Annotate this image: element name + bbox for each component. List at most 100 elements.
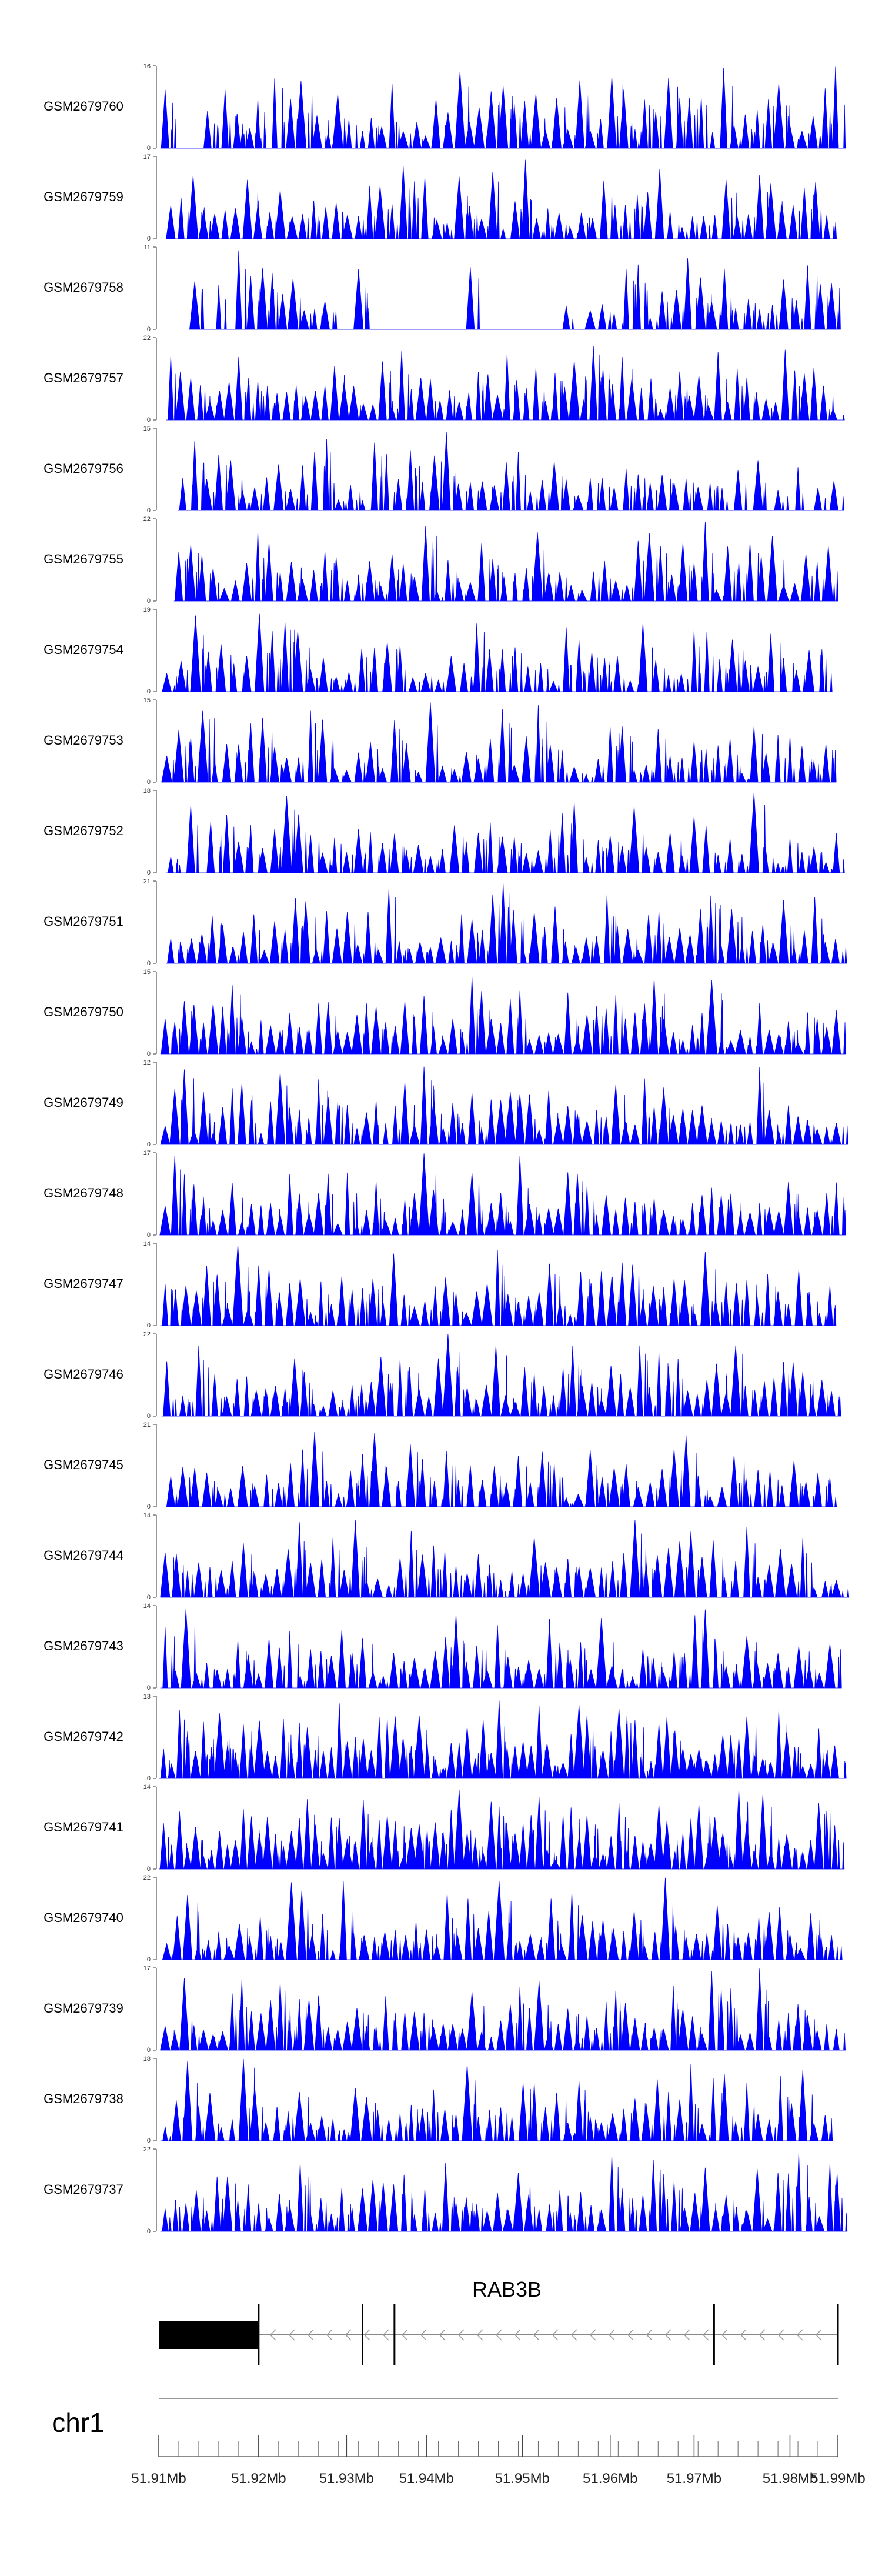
track-label: GSM2679752	[44, 823, 123, 838]
coverage-area	[160, 1609, 842, 1689]
strand-arrow	[457, 2329, 465, 2341]
y-tick-label-max: 22	[143, 1874, 151, 1881]
track-label: GSM2679746	[44, 1367, 123, 1382]
strand-arrow	[796, 2329, 803, 2341]
strand-arrow	[721, 2329, 728, 2341]
track-label: GSM2679744	[44, 1548, 123, 1563]
track-label: GSM2679738	[44, 2091, 123, 2106]
y-tick-label-min: 0	[147, 1322, 151, 1329]
y-tick-label-max: 17	[143, 154, 151, 161]
track-GSM2679757: GSM2679757 22 0	[44, 335, 845, 423]
strand-arrow	[759, 2329, 766, 2341]
coverage-area	[160, 2058, 833, 2141]
track-GSM2679741: GSM2679741 14 0	[44, 1784, 845, 1873]
coverage-area	[166, 883, 847, 964]
strand-arrow	[439, 2329, 446, 2341]
y-tick-label-max: 22	[143, 516, 151, 523]
coverage-area	[159, 1153, 847, 1236]
track-label: GSM2679756	[44, 461, 123, 476]
gene-coding-block	[159, 2321, 259, 2349]
y-tick-label-min: 0	[147, 1775, 151, 1782]
y-tick-label-max: 13	[143, 1693, 151, 1700]
track-GSM2679738: GSM2679738 18 0	[44, 2056, 833, 2144]
coverage-area	[159, 1789, 845, 1870]
strand-arrow	[570, 2329, 577, 2341]
y-tick-label-max: 15	[143, 969, 151, 976]
axis-tick-label: 51.96Mb	[583, 2471, 637, 2487]
track-label: GSM2679741	[44, 1820, 123, 1834]
strand-arrow	[552, 2329, 559, 2341]
coverage-area	[173, 522, 838, 602]
track-label: GSM2679743	[44, 1639, 123, 1653]
coverage-area	[160, 1520, 850, 1598]
track-label: GSM2679759	[44, 189, 123, 204]
strand-arrow	[740, 2329, 747, 2341]
track-GSM2679746: GSM2679746 22 0	[44, 1331, 841, 1420]
y-tick-label-min: 0	[147, 1866, 151, 1873]
strand-arrow	[495, 2329, 502, 2341]
axis-tick-label: 51.93Mb	[319, 2471, 374, 2487]
track-label: GSM2679753	[44, 733, 123, 748]
strand-arrow	[401, 2329, 408, 2341]
track-GSM2679743: GSM2679743 14 0	[44, 1603, 842, 1691]
strand-arrow	[627, 2329, 634, 2341]
y-tick-label-max: 15	[143, 697, 151, 704]
coverage-area	[162, 613, 833, 692]
y-tick-label-min: 0	[147, 2047, 151, 2054]
strand-arrow	[815, 2329, 822, 2341]
y-tick-label-min: 0	[147, 326, 151, 333]
track-GSM2679758: GSM2679758 11 0	[44, 244, 841, 333]
y-tick-label-min: 0	[147, 1141, 151, 1148]
y-tick-label-min: 0	[147, 1684, 151, 1691]
track-GSM2679750: GSM2679750 15 0	[44, 969, 846, 1057]
track-GSM2679755: GSM2679755 22 0	[44, 516, 838, 605]
axis-tick-label: 51.98Mb	[763, 2471, 817, 2487]
coverage-area	[160, 1066, 848, 1145]
axis-tick-label: 51.99Mb	[810, 2471, 865, 2487]
track-label: GSM2679747	[44, 1276, 123, 1291]
y-tick-label-max: 16	[143, 63, 151, 70]
y-tick-label-min: 0	[147, 1503, 151, 1510]
track-GSM2679753: GSM2679753 15 0	[44, 697, 837, 786]
coverage-area	[160, 66, 846, 149]
coverage-area	[160, 977, 846, 1055]
y-tick-label-max: 11	[144, 244, 151, 251]
track-GSM2679739: GSM2679739 17 0	[44, 1965, 846, 2054]
y-tick-label-min: 0	[147, 507, 151, 514]
track-label: GSM2679749	[44, 1095, 123, 1110]
strand-arrow	[326, 2329, 333, 2341]
strand-arrow	[420, 2329, 427, 2341]
y-tick-label-min: 0	[147, 145, 151, 152]
y-tick-label-min: 0	[147, 235, 151, 242]
y-tick-label-min: 0	[147, 1413, 151, 1420]
track-GSM2679749: GSM2679749 12 0	[44, 1059, 848, 1148]
track-GSM2679751: GSM2679751 21 0	[44, 878, 847, 967]
y-tick-label-min: 0	[147, 869, 151, 876]
coverage-tracks: GSM2679760160GSM2679759170GSM2679758110G…	[44, 63, 850, 2235]
y-tick-label-max: 15	[143, 425, 151, 432]
y-tick-label-max: 17	[143, 1150, 151, 1157]
strand-arrow	[476, 2329, 483, 2341]
strand-arrow	[288, 2329, 295, 2341]
y-tick-label-max: 12	[143, 1059, 151, 1066]
strand-arrow	[683, 2329, 690, 2341]
y-tick-label-max: 22	[143, 335, 151, 342]
y-tick-label-min: 0	[147, 688, 151, 695]
y-tick-label-min: 0	[147, 1594, 151, 1601]
y-tick-label-min: 0	[147, 2228, 151, 2235]
axis-tick-label: 51.91Mb	[131, 2471, 186, 2487]
coverage-area	[160, 1244, 837, 1326]
y-tick-label-min: 0	[147, 2137, 151, 2144]
y-tick-label-max: 19	[143, 606, 151, 613]
track-label: GSM2679755	[44, 552, 123, 566]
track-GSM2679754: GSM2679754 19 0	[44, 606, 833, 695]
y-tick-label-max: 21	[143, 878, 151, 885]
coverage-area	[162, 1334, 841, 1417]
track-label: GSM2679760	[44, 99, 123, 114]
track-GSM2679760: GSM2679760 16 0	[44, 63, 846, 152]
gene-name: RAB3B	[472, 2277, 542, 2301]
coverage-area	[166, 1432, 837, 1507]
coverage-area	[166, 792, 845, 873]
track-label: GSM2679742	[44, 1729, 123, 1744]
track-label: GSM2679748	[44, 1186, 123, 1200]
